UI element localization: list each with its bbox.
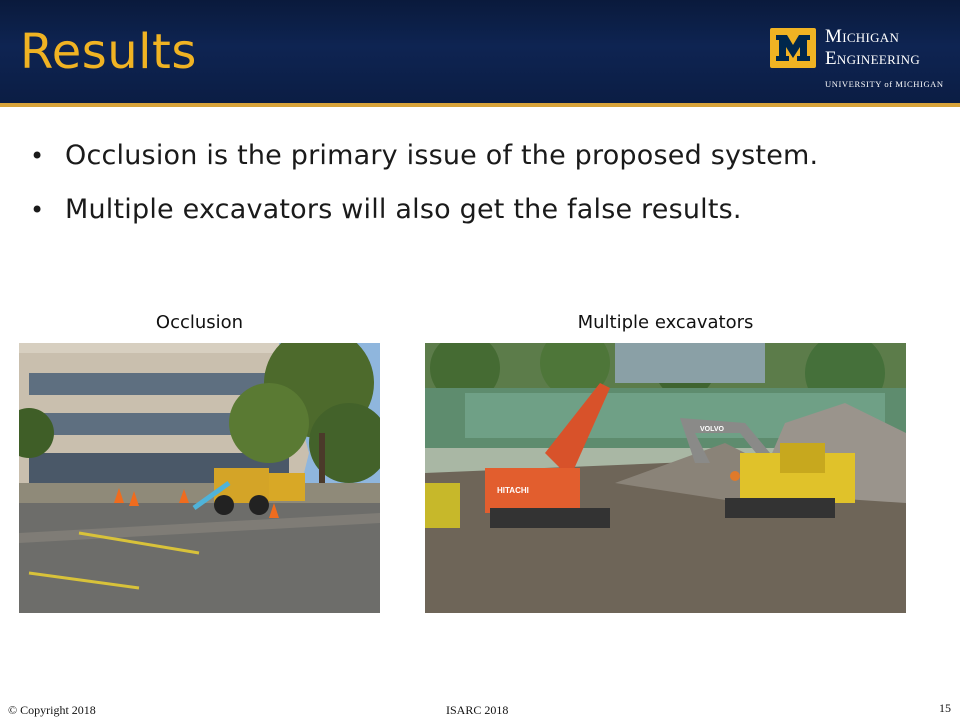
bullet-list: • Occlusion is the primary issue of the p… [30,136,930,244]
footer-conference: ISARC 2018 [446,703,509,717]
header-divider [0,103,960,107]
footer-copyright: © Copyright 2018 [8,703,96,717]
block-m-logo-icon [770,28,816,68]
slide-title: Results [20,24,197,80]
multiple-excavators-photo: HITACHI VOLVO [425,343,906,613]
logo-line-2: Engineering [825,48,921,69]
bullet-icon: • [30,196,45,224]
bullet-text: Multiple excavators will also get the fa… [65,194,742,225]
bullet-icon: • [30,142,45,170]
bullet-text: Occlusion is the primary issue of the pr… [65,140,819,171]
volvo-label: VOLVO [700,426,725,433]
footer-page-number: 15 [939,701,951,715]
bullet-item: • Multiple excavators will also get the f… [30,190,930,230]
bullet-item: • Occlusion is the primary issue of the p… [30,136,930,176]
logo-line-1: Michigan [825,26,900,47]
michigan-engineering-logo: Michigan Engineering UNIVERSITY of MICHI… [770,26,958,92]
figure-caption-multiple-excavators: Multiple excavators [577,312,754,333]
hitachi-label: HITACHI [497,486,529,495]
figure-caption-occlusion: Occlusion [155,312,244,333]
logo-subline: UNIVERSITY of MICHIGAN [825,79,944,89]
occlusion-photo [19,343,380,613]
